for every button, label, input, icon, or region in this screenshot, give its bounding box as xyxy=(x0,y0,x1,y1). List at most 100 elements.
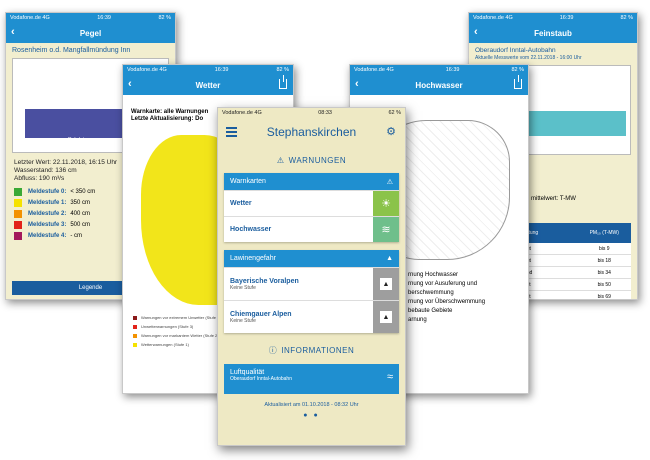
table-cell: bis 18 xyxy=(597,257,611,264)
back-icon[interactable]: ‹ xyxy=(474,26,478,38)
meldestufen-list: Meldestufe 0: < 350 cm Meldestufe 1: 350 cm… xyxy=(6,188,175,240)
luftqualitaet-card[interactable]: Luftqualität Oberaudorf Inntal-Autobahn … xyxy=(224,364,399,394)
informationen-section-title: ⓘ INFORMATIONEN xyxy=(218,345,405,356)
card-header: Lawinengefahr ▲ xyxy=(224,250,399,267)
legend-swatch xyxy=(133,315,137,320)
share-icon[interactable] xyxy=(279,75,287,89)
table-cell: bis 9 xyxy=(598,245,610,252)
share-icon[interactable] xyxy=(514,75,522,89)
table-body: gut bis 9 gut bis 18 end bis 34 cht bis 50 cht bi… xyxy=(521,243,631,300)
pm-table: ertung PM₁₀ (T-MW) gut bis 9 gut bis 18 end b… xyxy=(521,223,631,300)
level-swatch xyxy=(14,188,22,196)
level-value: 400 cm xyxy=(70,211,91,217)
hochwasser-row[interactable]: Hochwasser ≋ xyxy=(224,216,399,242)
card-title: Luftqualität xyxy=(230,369,265,376)
legend-item: Wetterwarnungen (Stufe 1) xyxy=(133,342,221,347)
level-swatch xyxy=(14,199,22,207)
status-bar: Vodafone.de 4G 16:39 82 % xyxy=(350,65,528,75)
level-swatch xyxy=(14,232,22,240)
table-cell: cht xyxy=(521,294,578,300)
wetter-row[interactable]: Wetter ☀ xyxy=(224,190,399,216)
page-title: Hochwasser xyxy=(415,80,463,90)
legend-item: Unwetterwarnungen (Stufe 3) xyxy=(133,324,221,329)
flood-icon: ≋ xyxy=(373,217,399,242)
card-sub: Oberaudorf Inntal-Autobahn xyxy=(230,376,292,382)
meldestufe-row: Meldestufe 2: 400 cm xyxy=(14,210,167,218)
current-values: Aktuelle Messwerte vom 22.11.2018 - 16:0… xyxy=(475,55,582,61)
flood-legend-line: rnung vor Ausuferung und xyxy=(408,281,478,287)
legend-text: Unwetterwarnungen (Stufe 3) xyxy=(141,324,194,329)
section-label: INFORMATIONEN xyxy=(281,346,355,355)
menu-icon[interactable] xyxy=(226,127,237,139)
lawinen-card: Lawinengefahr ▲ Bayerische Voralpen Kein… xyxy=(224,250,399,333)
flood-legend-line: arnung xyxy=(408,317,427,323)
status-bar: Vodafone.de 4G 16:39 82 % xyxy=(469,13,637,23)
card-title: Lawinengefahr xyxy=(230,255,276,262)
level-swatch xyxy=(14,210,22,218)
info-icon: ⓘ xyxy=(268,346,278,355)
legend-text: Warnungen vor markantem Wetter (Stufe 2) xyxy=(141,333,219,338)
card-title: Warnkarten xyxy=(230,178,266,185)
meldestufe-row: Meldestufe 3: 500 cm xyxy=(14,221,167,229)
row-label: Hochwasser xyxy=(230,226,272,233)
navbar: ‹ Hochwasser xyxy=(350,75,528,95)
flood-legend: rnung Hochwasser rnung vor Ausuferung und… xyxy=(408,271,485,325)
level-label: Meldestufe 4: xyxy=(28,233,67,239)
warnkarte-line: Warnkarte: alle Warnungen xyxy=(131,109,209,115)
station-name: Rosenheim o.d. Mangfallmündung Inn xyxy=(12,47,131,54)
carrier: Vodafone.de 4G xyxy=(127,67,167,73)
status-bar: Vodafone.de 4G 16:39 82 % xyxy=(6,13,175,23)
chiemgauer-alpen-row[interactable]: Chiemgauer Alpen Keine Stufe ▲ xyxy=(224,300,399,333)
back-icon[interactable]: ‹ xyxy=(11,26,15,38)
clock: 08:33 xyxy=(318,110,332,116)
back-icon[interactable]: ‹ xyxy=(128,78,132,90)
column-header: PM₁₀ (T-MW) xyxy=(589,230,619,236)
bayerische-voralpen-row[interactable]: Bayerische Voralpen Keine Stufe ▲ xyxy=(224,267,399,300)
danger-level-icon: ▲ xyxy=(373,268,399,300)
table-row: gut bis 18 xyxy=(521,255,631,267)
clock: 16:39 xyxy=(559,15,574,21)
map-warning-icon: ⚠ xyxy=(386,178,393,186)
warnkarten-card: Warnkarten ⚠ Wetter ☀ Hochwasser ≋ xyxy=(224,173,399,242)
legend-item: Warnungen vor extremem Unwetter (Stufe 4… xyxy=(133,315,221,320)
update-line: Letzte Aktualisierung: Do xyxy=(131,116,204,122)
table-cell: end xyxy=(521,270,578,276)
battery: 82 % xyxy=(158,15,171,21)
level-label: Meldestufe 1: xyxy=(28,200,67,206)
back-icon[interactable]: ‹ xyxy=(355,78,359,90)
gear-icon[interactable]: ⚙ xyxy=(386,126,396,138)
level-label: Meldestufe 0: xyxy=(28,189,67,195)
status-bar: Vodafone.de 4G 08:33 62 % xyxy=(218,108,405,118)
level-label: Meldestufe 2: xyxy=(28,211,67,217)
table-row: end bis 34 xyxy=(521,267,631,279)
table-cell: bis 34 xyxy=(597,269,611,276)
last-value: Letzter Wert: 22.11.2018, 16:15 Uhr xyxy=(14,159,118,166)
carrier: Vodafone.de 4G xyxy=(354,67,394,73)
danger-level-icon: ▲ xyxy=(373,301,399,333)
avalanche-icon: ▲ xyxy=(386,255,393,262)
page-indicator[interactable]: ● ● xyxy=(303,412,320,419)
legend-swatch xyxy=(133,324,137,329)
navbar: ‹ Pegel xyxy=(6,23,175,43)
row-sub: Keine Stufe xyxy=(230,284,256,291)
weather-icon: ☀ xyxy=(373,191,399,216)
level-swatch xyxy=(14,221,22,229)
flood-legend-line: rnung vor Überschwemmung xyxy=(408,299,486,305)
battery: 82 % xyxy=(620,15,633,21)
wasserstand: Wasserstand: 136 cm xyxy=(14,167,77,174)
carrier: Vodafone.de 4G xyxy=(473,15,513,21)
legend-swatch xyxy=(133,342,137,347)
carrier: Vodafone.de 4G xyxy=(10,15,50,21)
flood-legend-line: bebaute Gebiete xyxy=(408,308,453,314)
mittelwert: mittelwert: T-MW xyxy=(531,196,576,202)
level-value: 350 cm xyxy=(70,200,91,206)
row-label: Chiemgauer Alpen xyxy=(230,310,292,318)
level-value: 500 cm xyxy=(70,222,91,228)
legend-text: Warnungen vor extremem Unwetter (Stufe 4… xyxy=(141,315,221,320)
table-row: cht bis 50 xyxy=(521,279,631,291)
table-cell: bis 69 xyxy=(597,293,611,300)
page-title: Stephanskirchen xyxy=(266,125,357,139)
table-cell: gut xyxy=(521,246,578,252)
updated-timestamp: Aktualisiert am 01.10.2018 - 08:32 Uhr xyxy=(264,402,359,408)
